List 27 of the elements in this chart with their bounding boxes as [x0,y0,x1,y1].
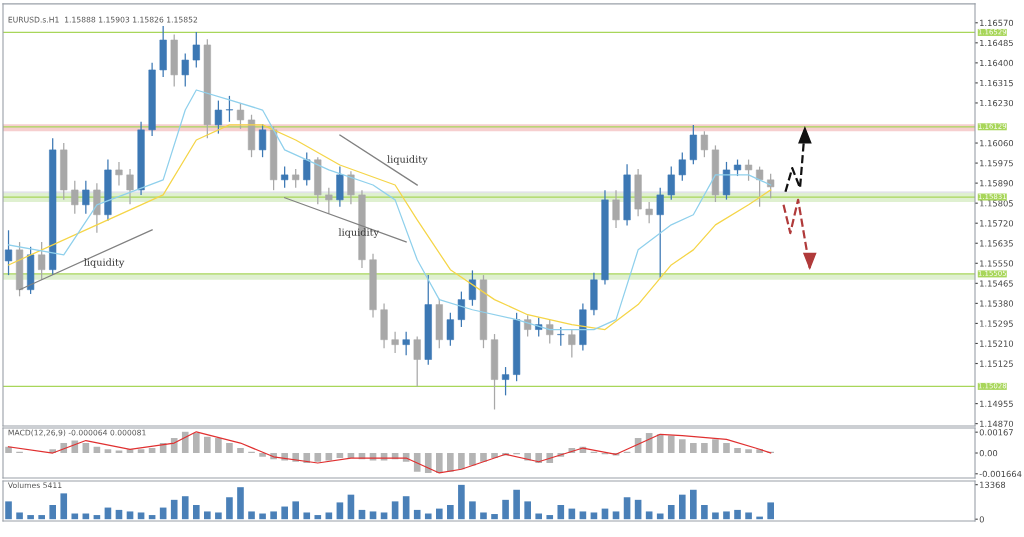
annotation: liquidity [338,228,379,238]
y-tick-label: 1.16485 [980,39,1013,47]
y-tick-label: 1.15975 [980,160,1013,167]
y-tick-label: 1.15295 [980,320,1013,327]
y-tick-label: 1.15720 [980,220,1014,227]
y-tick-label: 1.15890 [980,180,1014,187]
y-tick-label: 1.15550 [980,260,1014,267]
y-tick-label: 0.00 [979,449,998,457]
y-tick-label: 1.15465 [980,280,1013,287]
y-tick-label: 1.16570 [980,19,1014,27]
y-tick-label: 0.00167 [979,429,1013,436]
y-tick-label: 1.14870 [980,420,1014,427]
y-tick-label: 13368 [980,481,1006,488]
y-tick-label: 0 [979,516,984,523]
y-tick-label: 1.15805 [980,200,1013,207]
y-tick-label: 1.15125 [980,360,1013,367]
y-tick-label: 1.15635 [980,240,1013,247]
y-tick-label: 1.15380 [980,300,1014,307]
y-tick-label: 1.16230 [980,99,1014,107]
y-tick-label: 1.15210 [980,340,1014,347]
y-tick-label: 1.16400 [980,59,1014,67]
y-tick-label: 1.16315 [980,79,1013,87]
annotation: liquidity [387,155,428,165]
y-tick-label: 1.16060 [980,140,1014,147]
annotation: liquidity [84,258,125,268]
y-tick-label: -0.001664 [979,470,1022,478]
y-tick-label: 1.14955 [980,400,1013,407]
